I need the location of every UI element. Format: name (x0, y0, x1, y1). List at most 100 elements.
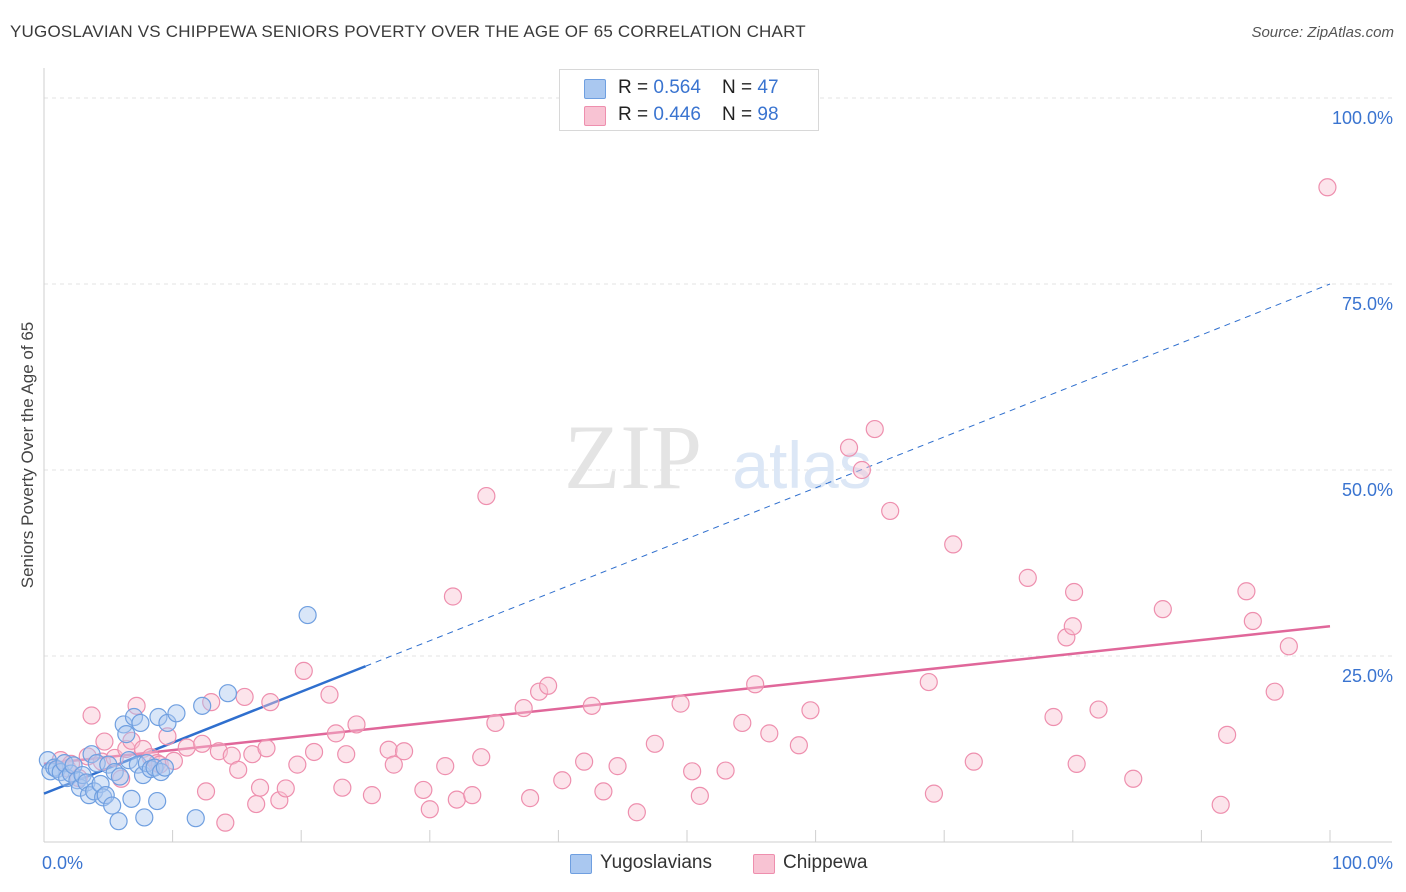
point-chippewa (1265, 682, 1284, 701)
point-yugoslavians (131, 713, 150, 733)
point-yugoslavians (135, 808, 154, 827)
legend-n-label: N = (722, 104, 758, 125)
data-points (38, 178, 1337, 832)
point-chippewa (553, 771, 572, 790)
point-chippewa (95, 732, 114, 751)
point-chippewa (582, 696, 601, 715)
point-chippewa (333, 778, 352, 797)
source-credit: Source: ZipAtlas.com (1251, 24, 1394, 41)
axes (43, 68, 1392, 843)
point-chippewa (1018, 568, 1037, 587)
point-yugoslavians (122, 789, 141, 808)
point-chippewa (575, 752, 594, 771)
y-tick-label: 100.0% (1332, 108, 1393, 128)
point-chippewa (627, 803, 646, 822)
point-chippewa (443, 587, 463, 606)
point-chippewa (216, 813, 235, 832)
point-chippewa (539, 676, 558, 695)
point-chippewa (1237, 582, 1256, 601)
point-chippewa (472, 748, 491, 767)
point-chippewa (865, 419, 884, 439)
point-yugoslavians (91, 774, 110, 794)
point-chippewa (1044, 707, 1063, 727)
point-chippewa (447, 790, 466, 809)
point-chippewa (801, 701, 820, 720)
point-chippewa (1153, 600, 1172, 619)
point-chippewa (521, 789, 540, 808)
point-chippewa (463, 786, 482, 805)
point-chippewa (1318, 178, 1337, 197)
point-chippewa (1279, 637, 1298, 656)
legend-swatch-chippewa (584, 106, 606, 126)
point-yugoslavians (103, 796, 122, 815)
point-yugoslavians (119, 751, 138, 770)
point-chippewa (196, 782, 216, 801)
point-chippewa (924, 784, 944, 803)
point-chippewa (964, 752, 983, 771)
point-chippewa (1089, 700, 1108, 719)
point-yugoslavians (117, 725, 136, 744)
point-chippewa (683, 762, 702, 781)
legend-r-label: R = (618, 77, 654, 98)
point-chippewa (164, 751, 183, 771)
legend-r-value: 0.564 (653, 77, 701, 98)
point-yugoslavians (87, 754, 106, 773)
point-chippewa (326, 724, 346, 743)
point-chippewa (477, 486, 496, 506)
legend-n-value: 47 (757, 77, 779, 98)
point-chippewa (276, 779, 295, 798)
point-chippewa (1243, 611, 1262, 631)
legend-swatch-chippewa (753, 854, 775, 874)
correlation-legend: R = 0.564 N = 47 R = 0.446 N = 98 (559, 69, 819, 131)
gridlines (44, 97, 1392, 657)
point-chippewa (733, 713, 752, 733)
point-yugoslavians (148, 791, 167, 811)
point-yugoslavians (99, 755, 118, 774)
point-chippewa (1057, 628, 1076, 647)
point-chippewa (394, 742, 414, 761)
point-chippewa (839, 438, 859, 457)
y-tick-label: 25.0% (1342, 666, 1393, 686)
point-yugoslavians (96, 786, 115, 805)
legend-swatch-yugoslavians (584, 79, 606, 99)
point-chippewa (1064, 582, 1084, 602)
point-chippewa (514, 698, 533, 718)
point-chippewa (202, 693, 221, 712)
tick-labels: 25.0% 50.0% 75.0% 100.0% 0.0% 100.0% (42, 108, 1393, 873)
point-chippewa (177, 738, 196, 757)
point-yugoslavians (155, 758, 174, 777)
point-chippewa (304, 742, 324, 762)
point-chippewa (716, 761, 735, 780)
point-chippewa (594, 782, 613, 801)
legend-label-chippewa: Chippewa (783, 852, 868, 873)
watermark-zip: ZIP (564, 406, 702, 508)
trend-line-chippewa (43, 624, 1331, 766)
point-chippewa (1063, 617, 1082, 636)
trend-line-yugoslavians-projection (365, 283, 1331, 667)
point-chippewa (414, 780, 433, 800)
point-chippewa (257, 739, 276, 758)
point-chippewa (250, 778, 270, 797)
point-chippewa (420, 800, 439, 819)
y-tick-label: 75.0% (1342, 294, 1393, 314)
chart-title: YUGOSLAVIAN VS CHIPPEWA SENIORS POVERTY … (10, 22, 806, 41)
point-chippewa (384, 755, 403, 774)
y-axis-label: Seniors Poverty Over the Age of 65 (18, 321, 37, 589)
point-chippewa (760, 724, 779, 743)
point-chippewa (671, 694, 690, 713)
legend-swatch-yugoslavians (570, 854, 592, 874)
legend-n-value: 98 (757, 104, 779, 125)
point-yugoslavians (167, 704, 186, 723)
legend-n-label: N = (722, 77, 758, 98)
point-chippewa (158, 727, 177, 746)
point-chippewa (852, 460, 871, 480)
point-chippewa (82, 706, 101, 725)
y-tick-label: 50.0% (1342, 480, 1393, 500)
point-yugoslavians (110, 767, 129, 786)
trend-line-yugoslavians (43, 665, 366, 795)
point-chippewa (746, 675, 765, 694)
point-chippewa (229, 760, 248, 779)
point-chippewa (944, 535, 963, 554)
legend-r-label: R = (618, 104, 654, 125)
